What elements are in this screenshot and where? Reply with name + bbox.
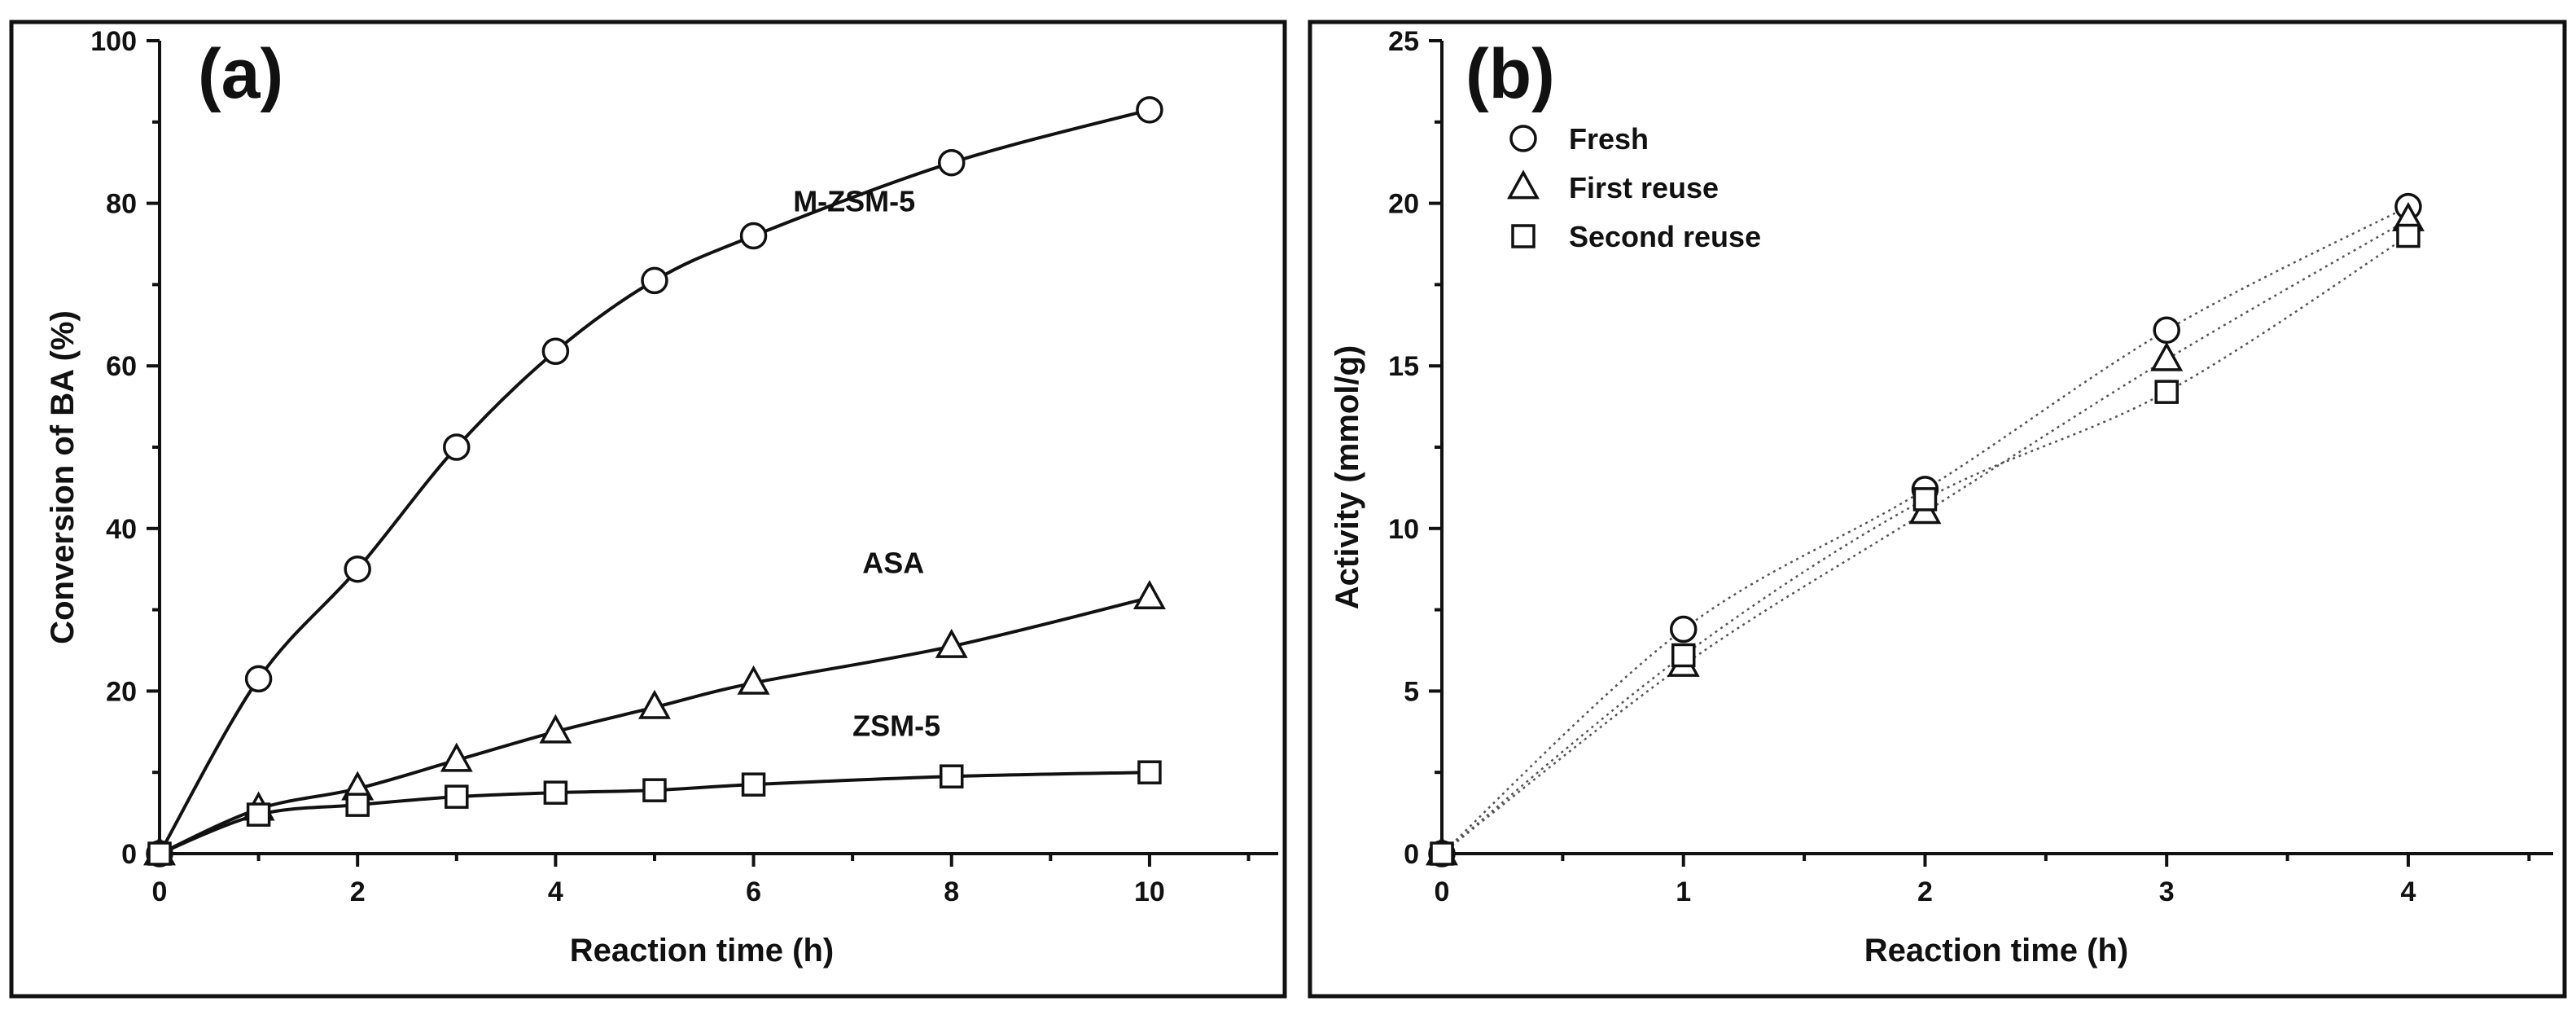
panel-b-second-reuse-point-4 (2396, 223, 2420, 248)
panel-b-second-reuse-point-0 (1430, 841, 1454, 866)
panel-a-y-tick-label-0: 0 (121, 839, 137, 870)
panel-b-second-reuse-point-2 (1912, 487, 1938, 512)
panel-b-legend-second-reuse-marker (1511, 224, 1536, 248)
panel-b-second-reuse-point-3 (2154, 380, 2179, 404)
panel-a-m-zsm-5-point-4 (541, 337, 570, 365)
panel-b-fresh-markers (1428, 192, 2422, 867)
panel-b-first-reuse-fit-line (1441, 218, 2409, 854)
panel-a-zsm-5-point-0 (147, 841, 172, 866)
panel-b-x-axis-label: Reaction time (h) (1864, 933, 2128, 968)
panel-a-fit-lines (158, 108, 1150, 855)
panel-b-label: (b) (1465, 35, 1555, 113)
panel-b-x-tick-label-1: 1 (1676, 876, 1691, 907)
panel-a-zsm-5-point-7 (939, 764, 964, 788)
panel-a-y-tick-label-4: 80 (106, 189, 137, 220)
panel-a-zsm-5-label: ZSM-5 (852, 709, 940, 742)
panel-a-x-tick-label-0: 0 (152, 876, 168, 907)
panel-b-legend-first-reuse-marker (1507, 169, 1540, 200)
panel-b-legend-second-reuse-item: Second reuse (1511, 220, 1761, 253)
panel-b-x-tick-label-2: 2 (1917, 876, 1933, 907)
panel-b-legend-first-reuse-text: First reuse (1569, 171, 1719, 204)
panel-b-x-tick-label-3: 3 (2159, 876, 2175, 907)
panel-b-fresh-fit-line (1441, 205, 2409, 854)
panel-a-x-axis-label: Reaction time (h) (570, 933, 834, 968)
panel-b-y-tick-label-0: 0 (1404, 839, 1419, 870)
panel-a-zsm-5-point-6 (741, 772, 766, 797)
panel-a-zsm-5-fit-line (159, 771, 1150, 855)
panel-a-asa-markers (143, 580, 1166, 866)
panel-a-m-zsm-5-point-3 (443, 433, 471, 461)
panel-b-second-reuse-markers (1430, 223, 2420, 866)
panel-a-asa-point-5 (637, 689, 671, 719)
panel-b-second-reuse-fit-line (1441, 235, 2409, 854)
panel-a-markers (143, 96, 1166, 867)
panel-b-first-reuse-markers (1426, 201, 2425, 866)
panel-b-second-reuse-point-1 (1671, 643, 1696, 668)
panel-a-zsm-5-point-8 (1137, 760, 1162, 784)
panel-b-legend: Fresh First reuse Second reuse (1507, 122, 1761, 253)
panel-a-m-zsm-5-fit-line (158, 108, 1150, 854)
panel-b-y-tick-label-4: 20 (1388, 189, 1419, 220)
panel-b-fit-lines (1441, 205, 2409, 854)
panel-b-legend-fresh-marker (1509, 125, 1537, 152)
panel-a-m-zsm-5-point-6 (739, 222, 768, 250)
panel-a-series-labels: M-ZSM-5 ASA ZSM-5 (793, 185, 940, 743)
panel-a-y-axis-label: Conversion of BA (%) (45, 310, 81, 644)
panel-a-m-zsm-5-point-7 (937, 148, 966, 177)
panel-b-y-tick-label-1: 5 (1404, 676, 1419, 707)
panel-b-y-axis-label: Activity (mmol/g) (1330, 345, 1365, 609)
panel-a-y-tick-label-3: 60 (106, 351, 137, 382)
panel-a-y-tick-label-5: 100 (90, 26, 137, 57)
panel-b-markers (1426, 192, 2425, 867)
panel-a-x-tick-label-2: 4 (548, 876, 563, 907)
panel-a-zsm-5-point-5 (642, 778, 667, 802)
panel-b-legend-fresh-text: Fresh (1569, 122, 1649, 156)
panel-a-asa-fit-line (159, 595, 1150, 855)
panel-a-y-tick-label-1: 20 (106, 676, 137, 707)
panel-a-m-zsm-5-label: M-ZSM-5 (793, 185, 915, 218)
panel-a-asa-point-4 (539, 714, 572, 744)
panel-b-first-reuse-point-3 (2150, 341, 2184, 371)
panel-b: (b) 0 1 2 3 4 0 5 10 15 20 25 Fresh First reuse Seco… (1308, 20, 2567, 999)
panel-b-x-tick-label-4: 4 (2400, 876, 2416, 907)
panel-a-x-tick-label-1: 2 (350, 876, 366, 907)
panel-b-legend-fresh-item: Fresh (1509, 122, 1649, 156)
panel-a-m-zsm-5-point-8 (1136, 96, 1163, 124)
panel-a-x-tick-label-4: 8 (944, 876, 959, 907)
panel-a-zsm-5-point-4 (543, 780, 568, 805)
panel-b-fresh-point-3 (2153, 316, 2180, 345)
panel-b-x-tick-label-0: 0 (1435, 876, 1450, 907)
panel-a-m-zsm-5-point-2 (344, 555, 371, 583)
panel-b-y-tick-label-3: 15 (1388, 351, 1419, 382)
panel-b-legend-second-reuse-text: Second reuse (1569, 220, 1761, 253)
panel-b-y-tick-label-2: 10 (1388, 514, 1419, 545)
panel-a-m-zsm-5-point-5 (641, 266, 668, 295)
panel-a-y-tick-label-2: 40 (106, 514, 137, 545)
panel-b-y-tick-label-5: 25 (1388, 26, 1419, 57)
panel-b-frame (1308, 20, 2567, 999)
panel-a-asa-point-8 (1132, 580, 1166, 609)
panel-a-zsm-5-point-2 (345, 793, 370, 817)
panel-a-asa-point-6 (737, 665, 770, 695)
panel-a-asa-point-3 (440, 742, 473, 772)
panel-a-asa-label: ASA (862, 547, 924, 580)
panel-a-zsm-5-point-1 (246, 802, 271, 827)
panel-a-frame (9, 20, 1287, 999)
panel-a-asa-point-7 (935, 628, 968, 658)
panel-b-fresh-point-1 (1669, 615, 1698, 643)
panel-b-axes: 0 1 2 3 4 0 5 10 15 20 25 (1388, 26, 2553, 907)
panel-a-zsm-5-markers (147, 760, 1162, 866)
panel-a-x-tick-label-5: 10 (1134, 876, 1165, 907)
panel-b-legend-first-reuse-item: First reuse (1507, 169, 1719, 204)
panel-a-zsm-5-point-3 (445, 784, 469, 809)
panel-a-label: (a) (198, 35, 283, 113)
panel-a-m-zsm-5-markers (146, 96, 1163, 867)
panel-a-m-zsm-5-point-1 (244, 665, 273, 693)
panel-a-x-tick-label-3: 6 (746, 876, 761, 907)
